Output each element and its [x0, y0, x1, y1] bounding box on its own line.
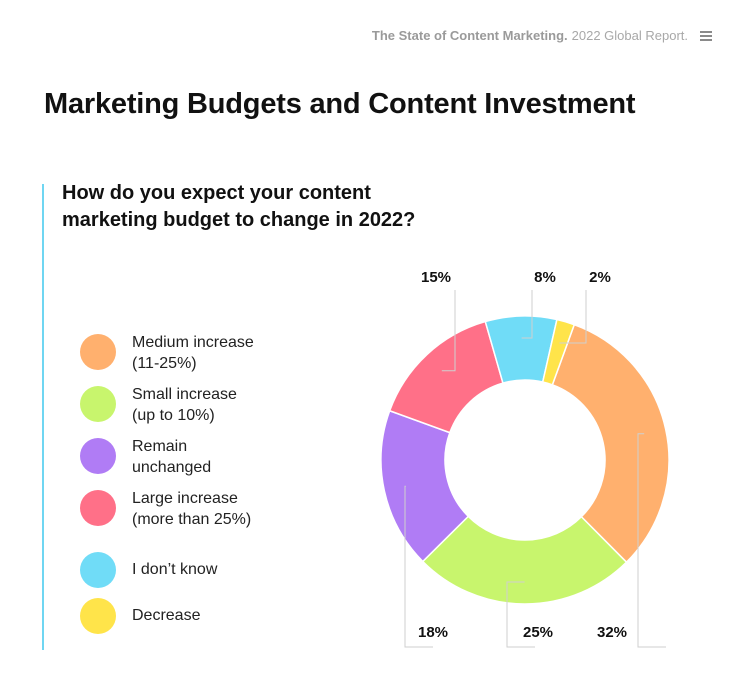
report-header: The State of Content Marketing. 2022 Glo…	[372, 28, 712, 43]
legend-label: Decrease	[132, 607, 201, 624]
legend-label: Small increase (up to 10%)	[132, 386, 237, 424]
legend-item-dont-know: I don’t know	[80, 552, 340, 588]
legend-swatch	[80, 438, 116, 474]
legend-swatch	[80, 334, 116, 370]
legend-swatch	[80, 490, 116, 526]
legend-swatch	[80, 386, 116, 422]
slice-percent-label: 2%	[589, 269, 611, 286]
slice-percent-label: 15%	[421, 269, 451, 286]
leader-line	[506, 581, 535, 648]
page-title: Marketing Budgets and Content Investment	[44, 88, 636, 120]
slice-percent-label: 8%	[534, 269, 556, 286]
slice-percent-label: 32%	[597, 624, 627, 641]
report-title: The State of Content Marketing.	[371, 28, 568, 43]
leader-line	[637, 433, 666, 648]
legend-label: Large increase (more than 25%)	[132, 490, 252, 528]
legend-swatch	[80, 552, 116, 588]
legend-swatch	[80, 598, 116, 634]
chart-question: How do you expect your content marketing…	[62, 182, 416, 231]
legend-label: Medium increase (11-25%)	[132, 334, 254, 372]
donut-slice-decrease	[541, 318, 576, 386]
leader-line	[441, 290, 456, 372]
slice-percent-label: 18%	[418, 624, 448, 641]
donut-slice-large-increase-more-than-25	[388, 320, 504, 434]
section-accent-line	[42, 184, 44, 650]
legend-item-large-increase: Large increase (more than 25%)	[80, 490, 340, 530]
donut-slice-small-increase-up-to-10	[421, 515, 628, 605]
legend-item-decrease: Decrease	[80, 598, 340, 634]
legend-label: I don’t know	[132, 561, 218, 578]
legend-label: Remain unchanged	[132, 438, 212, 476]
donut-slice-medium-increase-11-25	[551, 323, 670, 564]
leader-line	[404, 485, 433, 648]
hamburger-menu-icon[interactable]	[700, 30, 712, 41]
legend-item-remain-unchanged: Remain unchanged	[80, 438, 340, 478]
legend-item-medium-increase: Medium increase (11-25%)	[80, 334, 340, 374]
report-subtitle: 2022 Global Report.	[571, 28, 688, 43]
legend-item-small-increase: Small increase (up to 10%)	[80, 386, 340, 426]
slice-percent-label: 25%	[523, 624, 553, 641]
leader-line	[559, 290, 587, 344]
leader-line	[521, 290, 533, 339]
